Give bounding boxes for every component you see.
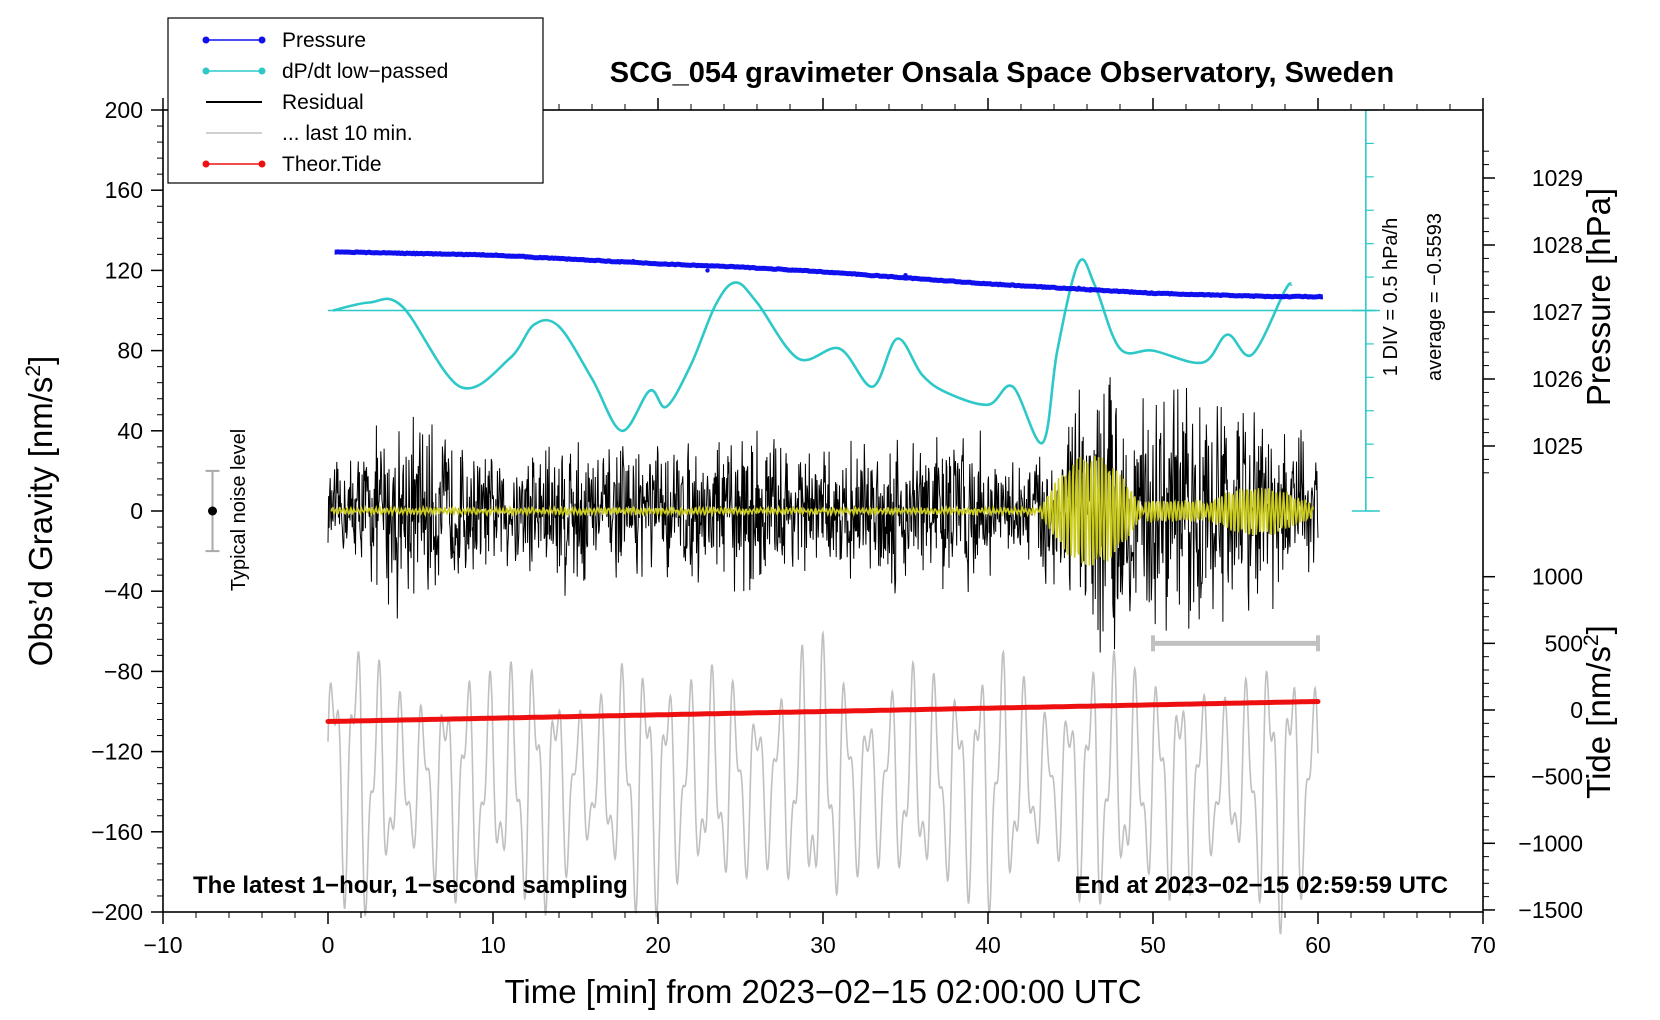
sampling-note: The latest 1−hour, 1−second sampling [193,872,628,899]
y-tick-label: 40 [117,418,143,444]
legend-label: dP/dt low−passed [282,60,448,83]
y-axis-label-text: Obs’d Gravity [nm/s [22,377,59,667]
legend-swatch-dot-right [258,36,266,44]
x-tick-label: 70 [1470,932,1496,958]
pressure-tick-label: 1028 [1532,232,1583,258]
end-time-note: End at 2023−02−15 02:59:59 UTC [1074,872,1448,899]
pressure-line [333,249,1324,300]
last-10-min-line [327,630,1319,935]
tide-axis-label-superscript: 2 [1580,634,1603,646]
pressure-outlier-point [631,258,636,264]
noise-marker-dot [208,506,217,516]
tide-axis-label-close: ] [1580,625,1617,634]
legend-label: Pressure [282,29,366,52]
residual-filtered-line [330,455,1314,566]
legend-items: Pressure dP/dt low−passed Residual ... last… [202,29,448,176]
y-tick-label: −200 [91,899,143,925]
y-tick-label: −40 [104,578,143,604]
legend-label: Residual [282,91,364,114]
x-axis-label: Time [min] from 2023−02−15 02:00:00 UTC [504,973,1141,1010]
x-tick-label: 30 [810,932,836,958]
y-tick-label: 0 [130,498,143,524]
legend-label: Theor.Tide [282,153,382,176]
dpdt-line [332,258,1293,445]
legend-swatch-dot-right [258,67,266,75]
legend-swatch-dot-left [202,36,210,44]
legend-swatch-dot-right [258,160,266,168]
y-tick-label: −160 [91,819,143,845]
tide-tick-label: −1500 [1518,897,1583,923]
y-tick-label: 80 [117,338,143,364]
chart-title: SCG_054 gravimeter Onsala Space Observat… [610,57,1394,89]
pressure-outlier-point [647,261,652,266]
y-axis-label-superscript: 2 [22,365,45,377]
pressure-tick-label: 1029 [1532,165,1583,191]
axes: −10 0 10 20 30 40 50 60 70 200 160 120 80 40 0 −40 −80 −1… [91,97,1583,958]
pressure-series [333,249,1324,300]
dpdt-series [328,109,1380,512]
y-axis-label: Obs’d Gravity [nm/s2] [22,356,59,667]
pressure-tick-label: 1026 [1532,366,1583,392]
x-tick-label: 20 [645,932,671,958]
x-tick-label: 0 [322,932,335,958]
pressure-outlier-point [903,272,908,278]
x-tick-label: −10 [143,932,182,958]
x-tick-label: 10 [480,932,506,958]
legend-swatch-dot-left [202,67,210,75]
y-tick-label: −80 [104,658,143,684]
tide-axis-label-text: Tide [nm/s [1580,646,1617,799]
pressure-tick-label: 1025 [1532,433,1583,459]
tide-tick-label: −500 [1531,764,1583,790]
y-axis-label-close: ] [22,356,59,365]
legend: Pressure dP/dt low−passed Residual ... last… [167,17,544,184]
residual-line [327,377,1319,653]
pressure-outlier-point [1088,288,1093,293]
chart-annotations [205,469,220,553]
x-tick-label: 60 [1305,932,1331,958]
pressure-axis-label: Pressure [hPa] [1580,188,1617,406]
tide-axis-label: Tide [nm/s2] [1580,625,1617,799]
legend-swatch-dot-left [202,160,210,168]
tide-tick-label: 0 [1570,697,1583,723]
pressure-tick-label: 1027 [1532,299,1583,325]
dpdt-average-label: average = −0.5593 [1424,213,1446,381]
pressure-outlier-point [1076,285,1081,291]
tide-tick-label: −1000 [1518,830,1583,856]
dpdt-scale-label: 1 DIV = 0.5 hPa/h [1380,218,1402,376]
pressure-outlier-point [705,268,710,273]
x-tick-label: 50 [1140,932,1166,958]
noise-level-label: Typical noise level [228,429,250,591]
last-10-min-series [327,630,1320,935]
y-tick-label: 120 [105,257,143,283]
y-tick-label: 200 [105,97,143,123]
y-tick-label: 160 [105,177,143,203]
tide-tick-label: 500 [1545,630,1583,656]
legend-label: ... last 10 min. [282,122,413,145]
residual-series [327,377,1319,653]
theor-tide-line [325,699,1321,724]
y-tick-label: −120 [91,739,143,765]
legend-box [167,17,544,184]
theor-tide-series [325,699,1321,724]
tide-tick-label: 1000 [1532,564,1583,590]
x-tick-label: 40 [975,932,1001,958]
